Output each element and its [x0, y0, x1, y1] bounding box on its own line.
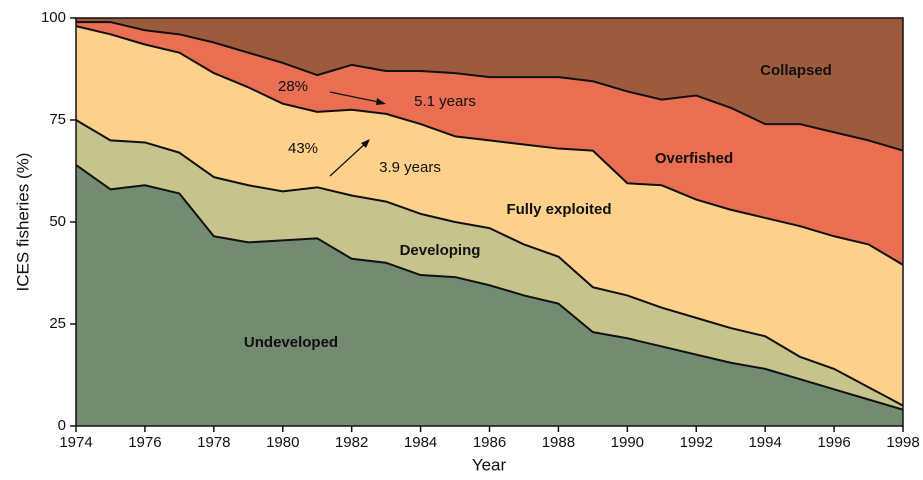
series-label: Fully exploited [506, 201, 611, 218]
y-tick-label: 0 [58, 417, 66, 434]
x-tick-label: 1974 [59, 434, 92, 451]
x-tick-label: 1976 [128, 434, 161, 451]
annotation: 5.1 years [414, 93, 476, 110]
annotation: 43% [288, 140, 318, 157]
area [76, 164, 903, 426]
arrow-head [361, 139, 370, 148]
area [76, 120, 903, 410]
y-tick-label: 25 [49, 315, 66, 332]
arrow-head [376, 98, 386, 105]
boundary-line [75, 119, 904, 407]
x-tick-label: 1992 [680, 434, 713, 451]
y-tick-label: 50 [49, 213, 66, 230]
area [76, 22, 903, 265]
x-tick-label: 1990 [611, 434, 644, 451]
annotation-arrow [329, 91, 384, 104]
y-tick-label: 100 [41, 9, 66, 26]
annotation: 28% [278, 78, 308, 95]
y-axis-label: ICES fisheries (%) [13, 153, 32, 292]
series-label: Collapsed [760, 62, 832, 79]
annotation-arrow [329, 141, 368, 177]
x-tick-label: 1994 [748, 434, 781, 451]
boundary-line [76, 21, 904, 152]
series-label: Undeveloped [244, 334, 338, 351]
series-label: Overfished [655, 150, 733, 167]
x-tick-label: 1998 [886, 434, 919, 451]
boundary-line [75, 25, 904, 266]
x-axis-label: Year [472, 455, 507, 474]
series-label: Developing [400, 242, 481, 259]
annotation: 3.9 years [379, 159, 441, 176]
x-tick-label: 1978 [197, 434, 230, 451]
areas [75, 18, 904, 426]
x-tick-label: 1986 [473, 434, 506, 451]
x-tick-label: 1996 [817, 434, 850, 451]
x-tick-label: 1982 [335, 434, 368, 451]
area [76, 26, 903, 406]
x-tick-label: 1984 [404, 434, 437, 451]
boundary-line [75, 164, 904, 411]
x-tick-label: 1988 [542, 434, 575, 451]
x-tick-label: 1980 [266, 434, 299, 451]
area [76, 18, 903, 151]
y-tick-label: 75 [49, 111, 66, 128]
